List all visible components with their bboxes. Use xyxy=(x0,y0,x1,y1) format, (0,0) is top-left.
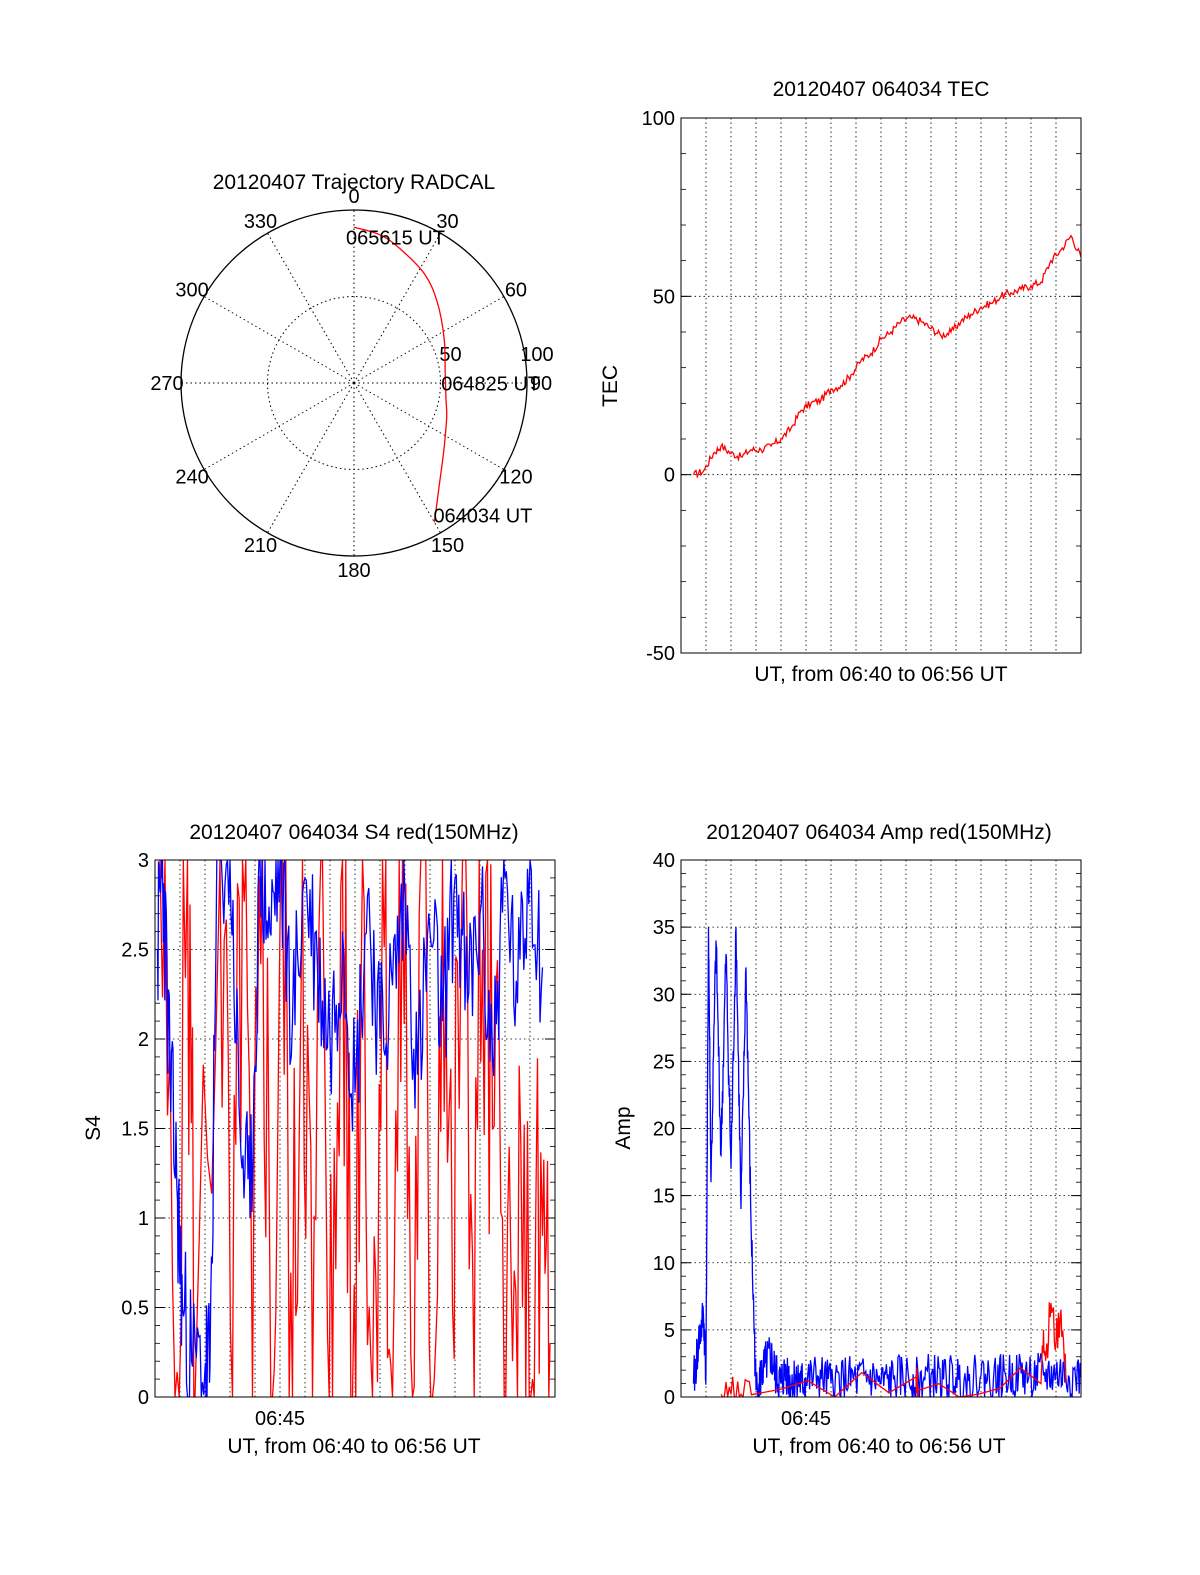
tec-plot-frame xyxy=(680,117,1082,654)
polar-spoke-30 xyxy=(353,232,441,384)
amp-line-chart: 20120407 064034 Amp red(150MHz) 0 5 10 15 20… xyxy=(612,821,1082,1458)
amp-y-tick-label: 10 xyxy=(653,1253,675,1275)
tec-y-tick-label: 0 xyxy=(664,465,675,487)
polar-spoke-240 xyxy=(203,382,355,470)
polar-spoke-330 xyxy=(267,232,355,384)
s4-x-ticks: 06:45 xyxy=(255,1408,305,1430)
tec-y-ticks: -50 0 50 100 xyxy=(642,108,1081,665)
polar-spoke-150 xyxy=(353,382,441,534)
polar-azimuth-label-30: 30 xyxy=(436,211,458,233)
polar-radial-labels: 50 100 xyxy=(439,344,553,366)
s4-y-axis-label: S4 xyxy=(82,1115,105,1141)
amp-plot-frame xyxy=(680,859,1082,1398)
polar-radial-label-100: 100 xyxy=(520,344,553,366)
polar-azimuth-label-90: 90 xyxy=(530,373,552,395)
tec-grid xyxy=(681,118,1081,653)
trajectory-chart-title: 20120407 Trajectory RADCAL xyxy=(213,171,496,194)
polar-azimuth-label-270: 270 xyxy=(150,373,183,395)
s4-y-tick-label: 1 xyxy=(138,1208,149,1230)
tec-y-tick-label: -50 xyxy=(646,643,675,665)
amp-y-tick-label: 30 xyxy=(653,984,675,1006)
amp-y-tick-label: 5 xyxy=(664,1320,675,1342)
polar-azimuth-label-150: 150 xyxy=(431,535,464,557)
amp-x-axis-label: UT, from 06:40 to 06:56 UT xyxy=(752,1435,1005,1458)
s4-x-tick-label: 06:45 xyxy=(255,1408,305,1430)
polar-outer-circle xyxy=(180,209,528,557)
polar-azimuth-label-240: 240 xyxy=(175,467,208,489)
amp-y-axis-label: Amp xyxy=(612,1106,635,1149)
amp-y-ticks: 0 5 10 15 20 25 30 35 40 xyxy=(653,850,1081,1409)
trajectory-series-line xyxy=(353,226,448,523)
polar-radial-label-50: 50 xyxy=(439,344,461,366)
tec-x-axis-label: UT, from 06:40 to 06:56 UT xyxy=(754,663,1007,686)
polar-azimuth-label-300: 300 xyxy=(175,280,208,302)
amp-y-tick-label: 40 xyxy=(653,850,675,872)
polar-azimuth-labels: 0 30 60 90 120 150 180 210 240 270 300 330 xyxy=(150,186,552,582)
tec-line-chart: 20120407 064034 TEC -50 0 50 100 UT, from 0… xyxy=(599,78,1082,686)
polar-spoke-210 xyxy=(267,382,355,534)
trajectory-polar-chart: 20120407 Trajectory RADCAL 0 30 60 90 120 150… xyxy=(150,171,553,582)
polar-spoke-60 xyxy=(353,296,505,384)
s4-red-series-line xyxy=(159,860,551,1397)
amp-red-series-line xyxy=(720,1302,1067,1397)
polar-azimuth-label-180: 180 xyxy=(337,560,370,582)
polar-grid xyxy=(180,209,528,557)
amp-grid xyxy=(681,860,1081,1397)
s4-y-tick-label: 0.5 xyxy=(121,1298,149,1320)
polar-azimuth-label-0: 0 xyxy=(348,186,359,208)
trajectory-annotation: 064825 UT xyxy=(441,373,540,395)
polar-azimuth-label-330: 330 xyxy=(244,211,277,233)
polar-azimuth-label-60: 60 xyxy=(505,280,527,302)
amp-y-tick-label: 20 xyxy=(653,1119,675,1141)
s4-y-tick-label: 1.5 xyxy=(121,1119,149,1141)
amp-y-tick-label: 25 xyxy=(653,1051,675,1073)
amp-y-tick-label: 0 xyxy=(664,1387,675,1409)
amp-x-tick-label: 06:45 xyxy=(781,1408,831,1430)
tec-y-tick-label: 50 xyxy=(653,286,675,308)
polar-spoke-300 xyxy=(203,296,355,384)
amp-chart-title: 20120407 064034 Amp red(150MHz) xyxy=(706,821,1052,844)
polar-spoke-120 xyxy=(353,382,505,470)
tec-y-tick-label: 100 xyxy=(642,108,675,130)
tec-y-axis-label: TEC xyxy=(599,365,622,407)
tec-series-line xyxy=(692,234,1082,479)
s4-y-tick-label: 3 xyxy=(138,850,149,872)
s4-y-tick-label: 2.5 xyxy=(121,940,149,962)
trajectory-annotation: 065615 UT xyxy=(346,227,445,249)
s4-line-chart: 20120407 064034 S4 red(150MHz) 0 0.5 1 1.5 2… xyxy=(82,821,556,1458)
s4-y-ticks: 0 0.5 1 1.5 2 2.5 3 xyxy=(121,850,555,1409)
polar-azimuth-label-120: 120 xyxy=(499,467,532,489)
s4-chart-title: 20120407 064034 S4 red(150MHz) xyxy=(189,821,518,844)
amp-x-ticks: 06:45 xyxy=(781,1408,831,1430)
s4-x-axis-label: UT, from 06:40 to 06:56 UT xyxy=(227,1435,480,1458)
amp-blue-series-line xyxy=(692,927,1081,1397)
trajectory-time-annotations: 064034 UT 064825 UT 065615 UT xyxy=(346,227,540,527)
s4-blue-series-line xyxy=(156,860,544,1397)
s4-y-tick-label: 0 xyxy=(138,1387,149,1409)
amp-y-tick-label: 35 xyxy=(653,917,675,939)
s4-plot-frame xyxy=(154,859,556,1398)
amp-y-tick-label: 15 xyxy=(653,1186,675,1208)
trajectory-annotation: 064034 UT xyxy=(433,505,532,527)
s4-y-tick-label: 2 xyxy=(138,1029,149,1051)
tec-chart-title: 20120407 064034 TEC xyxy=(773,78,990,101)
polar-azimuth-label-210: 210 xyxy=(244,535,277,557)
